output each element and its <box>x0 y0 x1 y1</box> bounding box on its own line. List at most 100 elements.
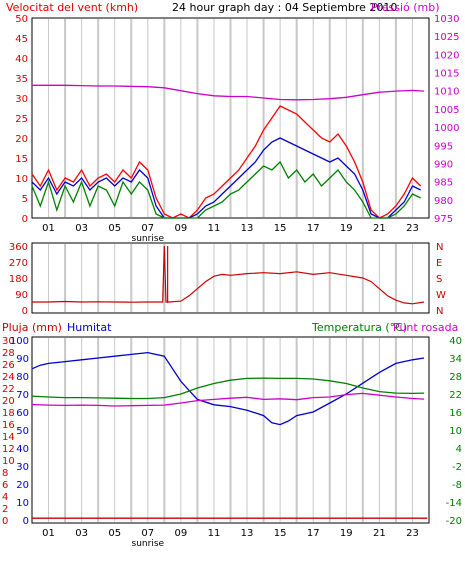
wind-y-tick: 5 <box>22 194 28 205</box>
humidity-y-tick: 60 <box>16 408 29 419</box>
temperature-y-tick: -2 <box>452 462 462 473</box>
top-x-tick: 13 <box>241 223 254 234</box>
rain-y-tick: 2 <box>2 504 8 515</box>
humidity-y-tick: 100 <box>10 336 29 347</box>
rain-y-tick: 28 <box>2 348 15 359</box>
wind-y-tick: 50 <box>15 14 28 25</box>
bot-x-tick: 15 <box>274 528 287 539</box>
pressure-y-tick: 1025 <box>434 32 459 43</box>
rain-y-tick: 30 <box>2 336 15 347</box>
humidity-y-tick: 0 <box>23 516 29 527</box>
rain-y-tick: 12 <box>2 444 15 455</box>
compass-y-tick: N <box>436 306 443 317</box>
top-chart: 0510152025303540455097598098599099510001… <box>15 14 459 244</box>
dewpoint-line <box>31 392 425 407</box>
pressure-axis-title: Pressió (mb) <box>371 1 440 14</box>
humidity-y-tick: 10 <box>16 498 29 509</box>
bot-x-tick: 13 <box>241 528 254 539</box>
pressure-y-tick: 985 <box>434 178 453 189</box>
temperature-y-tick: 22 <box>449 390 462 401</box>
bot-x-tick: 09 <box>175 528 188 539</box>
pressure-y-tick: 975 <box>434 214 453 225</box>
wind-y-tick: 10 <box>15 174 28 185</box>
humidity-axis-title: Humitat <box>67 321 112 334</box>
top-x-tick: 07 <box>141 223 154 234</box>
wind-y-tick: 45 <box>15 34 28 45</box>
pressure-y-tick: 980 <box>434 196 453 207</box>
pressure-y-tick: 1010 <box>434 87 459 98</box>
pressure-y-tick: 995 <box>434 141 453 152</box>
pressure-line <box>32 84 425 101</box>
temperature-y-tick: 34 <box>449 354 462 365</box>
compass-y-tick: S <box>436 274 442 285</box>
temperature-y-tick: 4 <box>456 444 462 455</box>
humidity-y-tick: 30 <box>16 462 29 473</box>
humidity-y-tick: 40 <box>16 444 29 455</box>
humidity-y-tick: 70 <box>16 390 29 401</box>
compass-y-tick: N <box>436 242 443 253</box>
top-x-tick: 17 <box>307 223 320 234</box>
rain-y-tick: 22 <box>2 384 15 395</box>
pressure-y-tick: 1015 <box>434 69 459 80</box>
wind-direction-line <box>32 245 425 305</box>
temperature-humidity-chart: 0246810121416182022242628300102030405060… <box>2 336 462 549</box>
temperature-y-tick: 10 <box>449 426 462 437</box>
wind-avg-blue-line <box>31 137 421 219</box>
rain-y-tick: 6 <box>2 480 8 491</box>
humidity-y-tick: 80 <box>16 372 29 383</box>
direction-y-tick: 270 <box>9 258 28 269</box>
wind-gust-line <box>31 105 422 219</box>
humidity-y-tick: 50 <box>16 426 29 437</box>
humidity-line <box>31 351 425 426</box>
rain-y-tick: 26 <box>2 360 15 371</box>
top-x-tick: 21 <box>373 223 386 234</box>
direction-y-tick: 0 <box>22 306 28 317</box>
humidity-y-tick: 20 <box>16 480 29 491</box>
wind-y-tick: 0 <box>22 214 28 225</box>
top-x-tick: 05 <box>108 223 121 234</box>
rain-y-tick: 18 <box>2 408 15 419</box>
wind-y-tick: 20 <box>15 134 28 145</box>
direction-y-tick: 360 <box>9 242 28 253</box>
chart-title: 24 hour graph day : 04 Septiembre 2010 <box>172 1 397 14</box>
wind-y-tick: 25 <box>15 114 28 125</box>
bot-x-tick: 17 <box>307 528 320 539</box>
rain-y-tick: 10 <box>2 456 15 467</box>
bot-x-tick: 07 <box>141 528 154 539</box>
temperature-y-tick: -8 <box>452 480 462 491</box>
top-x-tick: 19 <box>340 223 353 234</box>
bot-x-tick: 23 <box>406 528 419 539</box>
top-sunrise-label: sunrise <box>132 234 165 244</box>
humidity-y-tick: 90 <box>16 354 29 365</box>
top-x-tick: 23 <box>406 223 419 234</box>
wind-speed-green-line <box>31 160 421 219</box>
direction-y-tick: 90 <box>15 290 28 301</box>
pressure-y-tick: 1000 <box>434 123 459 134</box>
bot-x-tick: 11 <box>208 528 221 539</box>
pressure-y-tick: 1020 <box>434 50 459 61</box>
bot-x-tick: 21 <box>373 528 386 539</box>
top-x-tick: 11 <box>208 223 221 234</box>
wind-axis-title: Velocitat del vent (kmh) <box>6 1 138 14</box>
bot-x-tick: 05 <box>108 528 121 539</box>
top-x-tick: 01 <box>42 223 55 234</box>
bot-sunrise-label: sunrise <box>132 539 165 549</box>
rain-y-tick: 4 <box>2 492 8 503</box>
rain-y-tick: 0 <box>2 516 8 527</box>
pressure-y-tick: 1005 <box>434 105 459 116</box>
top-x-tick: 15 <box>274 223 287 234</box>
top-x-tick: 03 <box>75 223 88 234</box>
rain-y-tick: 24 <box>2 372 15 383</box>
rain-y-tick: 16 <box>2 420 15 431</box>
wind-y-tick: 40 <box>15 54 28 65</box>
temperature-axis-title: Temperatura (°C) <box>311 321 407 334</box>
rain-y-tick: 14 <box>2 432 15 443</box>
dewpoint-axis-title: Punt rosada <box>393 321 458 334</box>
top-x-tick: 09 <box>175 223 188 234</box>
wind-y-tick: 35 <box>15 74 28 85</box>
temperature-y-tick: 16 <box>449 408 462 419</box>
temperature-y-tick: -14 <box>446 498 462 509</box>
rain-y-tick: 20 <box>2 396 15 407</box>
